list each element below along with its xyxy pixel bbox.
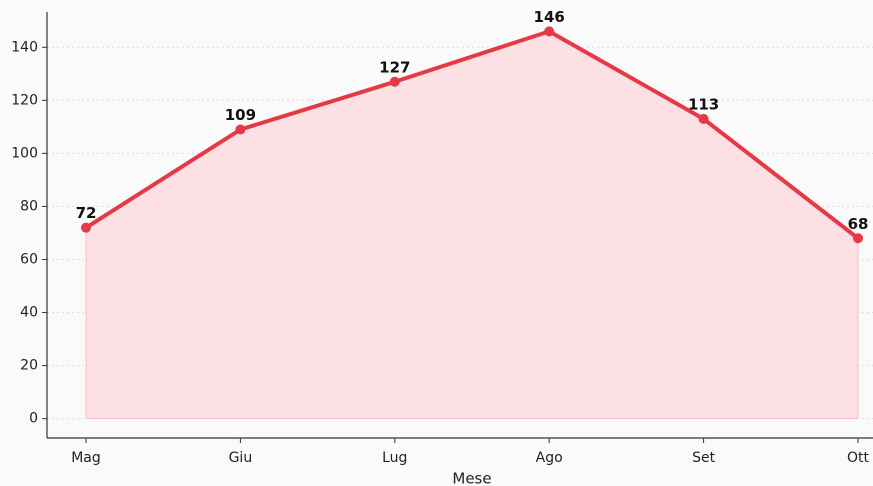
value-label: 127 (379, 58, 410, 76)
value-label: 113 (688, 95, 719, 113)
y-tick-label: 60 (20, 251, 38, 267)
point (235, 124, 246, 135)
point (853, 233, 863, 244)
y-tick-label: 120 (11, 92, 38, 108)
value-label: 146 (534, 8, 565, 26)
y-tick-label: 140 (11, 39, 38, 55)
y-tick-label: 40 (20, 305, 38, 321)
x-tick-label: Ott (847, 450, 870, 466)
point (389, 76, 400, 87)
value-label: 68 (848, 215, 869, 233)
point (698, 113, 709, 124)
value-label: 72 (76, 204, 97, 222)
x-tick-label: Ago (536, 450, 563, 466)
x-axis-label: Mese (452, 470, 491, 486)
y-tick-label: 100 (11, 145, 38, 161)
point (81, 222, 91, 233)
x-tick-label: Set (692, 450, 716, 466)
x-tick-label: Lug (382, 450, 407, 466)
y-tick-label: 20 (20, 358, 38, 374)
value-label: 109 (225, 106, 256, 124)
point (544, 26, 555, 37)
line (84, 29, 860, 240)
y-tick-label: 80 (20, 198, 38, 214)
x-tick-label: Giu (229, 450, 253, 466)
y-tick-label: 0 (29, 411, 38, 427)
x-tick-label: Mag (71, 450, 101, 466)
